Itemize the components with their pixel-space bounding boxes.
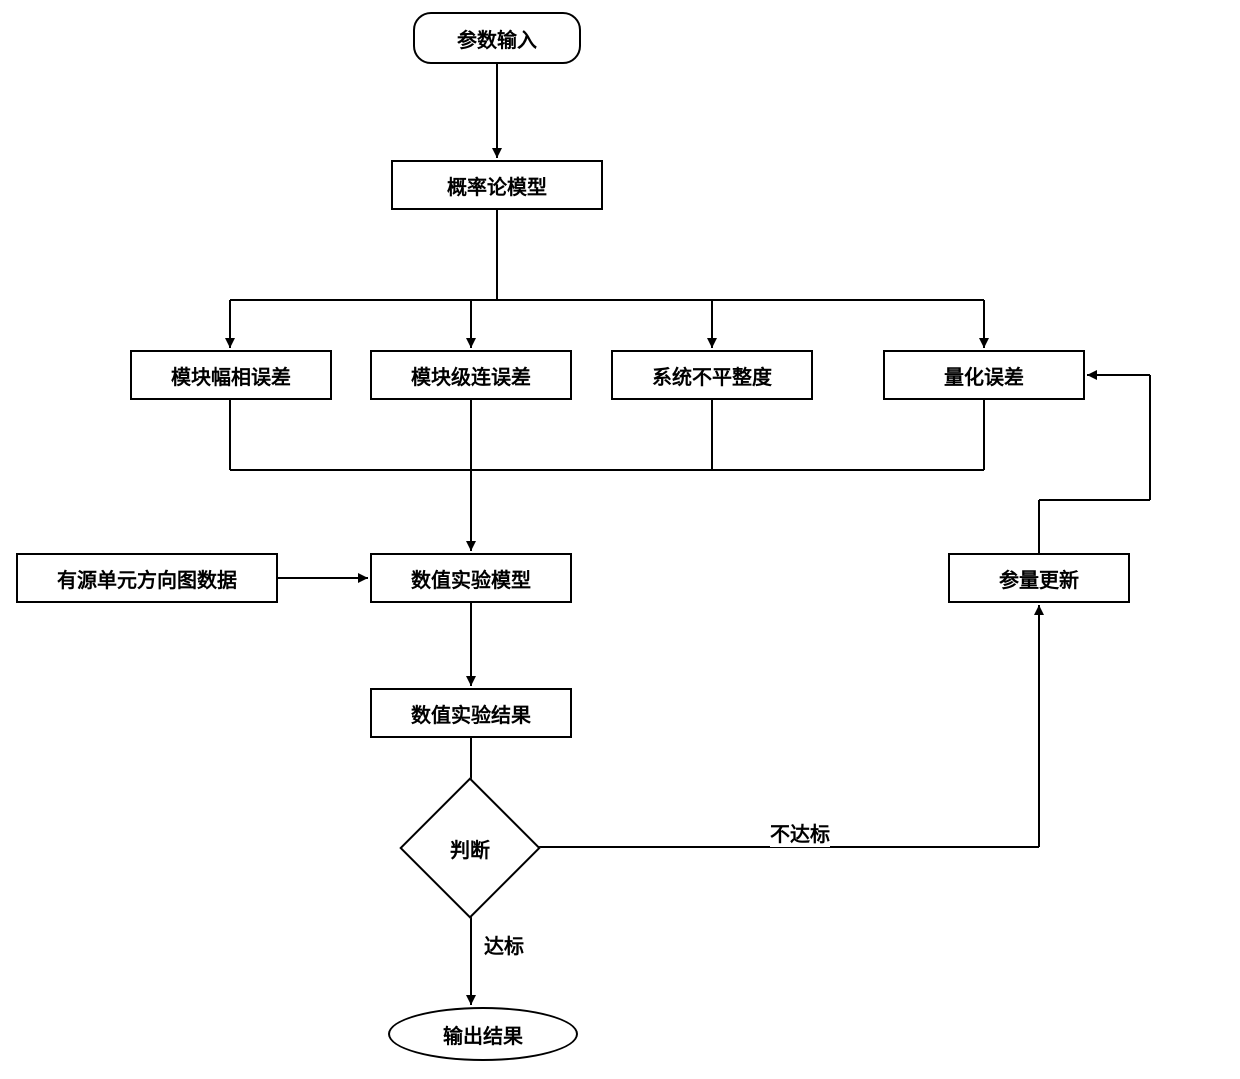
node-src-data: 有源单元方向图数据 [16, 553, 278, 603]
flowchart-connectors [0, 0, 1240, 1079]
node-prob-model: 概率论模型 [391, 160, 603, 210]
node-input: 参数输入 [413, 12, 581, 64]
edge-label-pass: 达标 [484, 930, 524, 959]
node-err2-label: 模块级连误差 [411, 361, 531, 390]
node-num-result: 数值实验结果 [370, 688, 572, 738]
node-err3-label: 系统不平整度 [652, 361, 772, 390]
node-output-label: 输出结果 [443, 1020, 523, 1049]
node-param-update-label: 参量更新 [999, 564, 1079, 593]
node-input-label: 参数输入 [457, 24, 537, 53]
node-num-model-label: 数值实验模型 [411, 564, 531, 593]
node-err3: 系统不平整度 [611, 350, 813, 400]
edge-label-fail: 不达标 [770, 818, 830, 847]
node-err2: 模块级连误差 [370, 350, 572, 400]
node-err1-label: 模块幅相误差 [171, 361, 291, 390]
node-src-data-label: 有源单元方向图数据 [57, 564, 237, 593]
node-num-model: 数值实验模型 [370, 553, 572, 603]
node-err1: 模块幅相误差 [130, 350, 332, 400]
node-num-result-label: 数值实验结果 [411, 699, 531, 728]
node-err4: 量化误差 [883, 350, 1085, 400]
node-output: 输出结果 [388, 1007, 578, 1061]
node-decision: 判断 [420, 798, 520, 898]
node-err4-label: 量化误差 [944, 361, 1024, 390]
node-param-update: 参量更新 [948, 553, 1130, 603]
node-prob-model-label: 概率论模型 [447, 171, 547, 200]
node-decision-label: 判断 [450, 834, 490, 863]
